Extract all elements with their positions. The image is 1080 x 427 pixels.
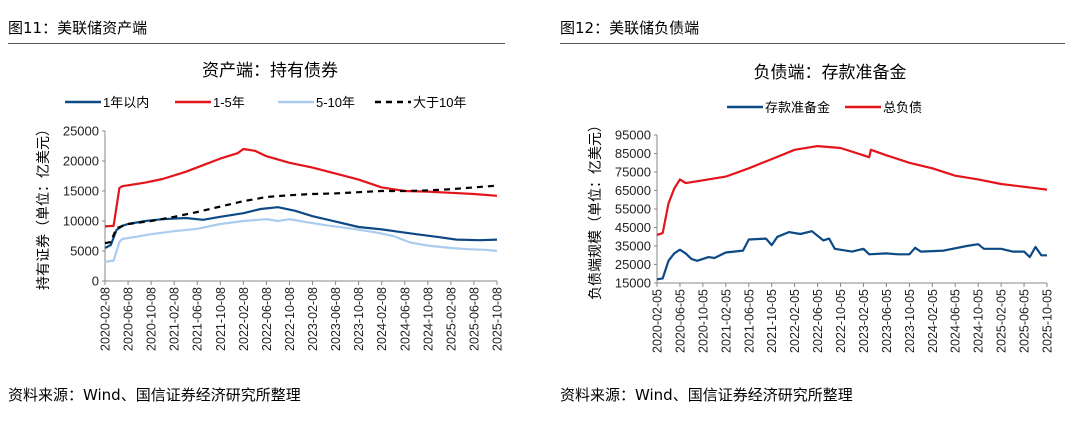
x-tick-label: 2022-06-05 <box>811 289 825 353</box>
y-tick-label: 15000 <box>63 184 99 199</box>
x-tick-label: 2024-06-08 <box>398 287 412 351</box>
x-tick-label: 2021-10-08 <box>214 287 228 351</box>
x-tick-label: 2023-06-08 <box>329 287 343 351</box>
y-tick-label: 20000 <box>63 154 99 169</box>
x-tick-label: 2022-06-08 <box>260 287 274 351</box>
figure-11-label: 图11：美联储资产端 <box>8 19 148 37</box>
y-tick-label: 75000 <box>615 165 651 180</box>
x-tick-label: 2024-10-08 <box>421 287 435 351</box>
x-tick-label: 2023-10-08 <box>352 287 366 351</box>
y-tick-label: 85000 <box>615 146 651 161</box>
x-tick-label: 2023-06-05 <box>880 289 894 353</box>
chart-title: 负债端：存款准备金 <box>754 63 907 82</box>
x-tick-label: 2022-10-08 <box>283 287 297 351</box>
x-tick-label: 2025-06-08 <box>467 287 481 351</box>
x-tick-label: 2024-10-05 <box>972 289 986 353</box>
x-tick-label: 2022-02-05 <box>788 289 802 353</box>
figure-12-label: 图12：美联储负债端 <box>560 19 700 37</box>
x-tick-label: 2022-02-08 <box>237 287 251 351</box>
x-tick-label: 2022-10-05 <box>834 289 848 353</box>
chart-1: 资产端：持有债券 1年以内 1-5年 5-10年 大于10年 0 5000 10000 1500… <box>35 61 505 351</box>
x-tick-label: 2025-02-08 <box>444 287 458 351</box>
y-tick-label: 65000 <box>615 183 651 198</box>
x-tick-label: 2020-10-05 <box>696 289 710 353</box>
x-tick-label: 2021-02-08 <box>168 287 182 351</box>
y-tick-label: 15000 <box>615 276 651 291</box>
legend-label: 大于10年 <box>413 95 466 110</box>
x-tick-label: 2025-06-05 <box>1018 289 1032 353</box>
legend-label: 1-5年 <box>213 95 245 110</box>
x-tick-label: 2023-02-05 <box>857 289 871 353</box>
x-tick-label: 2020-06-08 <box>122 287 136 351</box>
legend-label: 5-10年 <box>316 95 355 110</box>
x-tick-label: 2023-10-05 <box>903 289 917 353</box>
y-tick-label: 45000 <box>615 220 651 235</box>
y-tick-label: 0 <box>92 274 99 289</box>
x-tick-label: 2024-02-08 <box>375 287 389 351</box>
y-tick-label: 10000 <box>63 214 99 229</box>
source-note: 资料来源：Wind、国信证券经济研究所整理 <box>8 386 301 404</box>
legend-label: 1年以内 <box>103 95 149 110</box>
header-divider <box>8 43 505 44</box>
y-axis-title: 负债端规模（单位：亿美元） <box>587 118 603 300</box>
y-axis-title: 持有证券（单位：亿美元） <box>35 122 51 290</box>
x-tick-label: 2021-02-05 <box>719 289 733 353</box>
x-tick-label: 2025-10-05 <box>1041 289 1055 353</box>
y-tick-label: 25000 <box>615 257 651 272</box>
x-tick-label: 2021-10-05 <box>765 289 779 353</box>
x-tick-label: 2020-02-05 <box>651 289 665 353</box>
header-divider <box>560 43 1065 44</box>
series-line-4 <box>104 184 498 245</box>
legend-label: 总负债 <box>883 100 922 115</box>
series-line-1 <box>104 206 498 249</box>
x-tick-label: 2020-02-08 <box>99 287 113 351</box>
y-tick-label: 35000 <box>615 239 651 254</box>
source-note: 资料来源：Wind、国信证券经济研究所整理 <box>560 386 853 404</box>
series-line-2 <box>104 147 498 228</box>
x-tick-label: 2024-06-05 <box>949 289 963 353</box>
x-tick-label: 2020-06-05 <box>673 289 687 353</box>
x-tick-label: 2020-10-08 <box>145 287 159 351</box>
chart-title: 资产端：持有债券 <box>202 61 338 80</box>
x-tick-label: 2021-06-05 <box>742 289 756 353</box>
series-line-2 <box>656 145 1048 236</box>
x-tick-label: 2024-02-05 <box>926 289 940 353</box>
x-tick-label: 2025-10-08 <box>491 287 505 351</box>
y-tick-label: 25000 <box>63 124 99 139</box>
x-tick-label: 2023-02-08 <box>306 287 320 351</box>
x-tick-label: 2021-06-08 <box>191 287 205 351</box>
series-line-1 <box>656 230 1047 281</box>
legend-label: 存款准备金 <box>765 100 830 115</box>
x-tick-label: 2025-02-05 <box>995 289 1009 353</box>
series-line-3 <box>104 218 498 263</box>
y-tick-label: 95000 <box>615 128 651 143</box>
y-tick-label: 55000 <box>615 202 651 217</box>
y-tick-label: 5000 <box>70 244 99 259</box>
